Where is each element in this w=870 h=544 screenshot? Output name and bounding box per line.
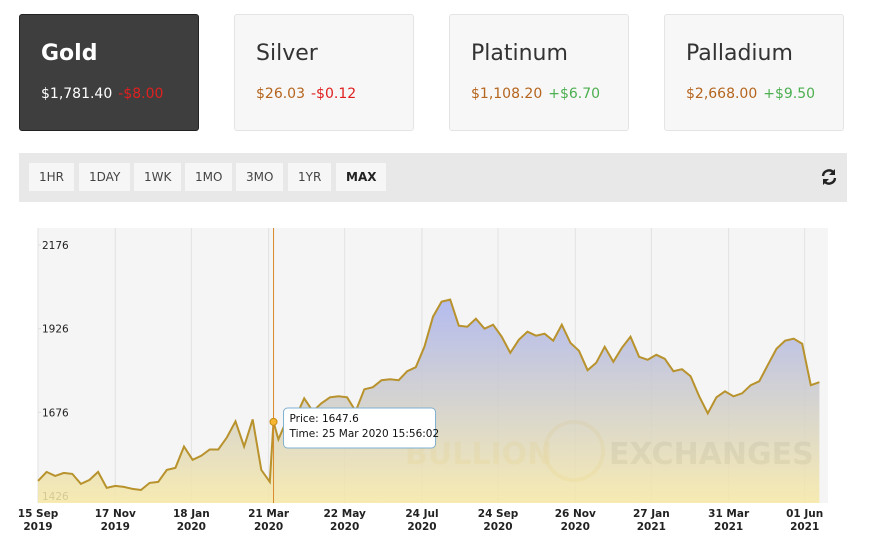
y-tick-label: 1926 [42,324,69,336]
metal-name: Gold [41,41,98,66]
x-tick-label: 2020 [407,521,436,533]
range-button[interactable]: 1MO [185,163,233,191]
area [38,299,820,503]
x-tick-label: 15 Sep [18,508,59,520]
x-tick-label: 2020 [254,521,283,533]
change: +$9.50 [763,86,816,102]
x-tick-label: 2020 [483,521,512,533]
refresh-icon[interactable] [820,168,838,186]
x-tick-label: 2020 [177,521,206,533]
x-tick-label: 17 Nov [95,508,136,520]
price: $1,108.20 [471,86,543,102]
range-bar: 1HR 1DAY 1WK 1MO 3MO 1YR MAX [19,153,847,202]
tooltip: Price: 1647.6 Time: 25 Mar 2020 15:56:02 [283,407,440,449]
tooltip-box [283,407,437,449]
metal-name: Platinum [471,41,568,66]
x-tick-label: 2021 [714,521,743,533]
range-button[interactable]: 3MO [236,163,284,191]
x-tick-label: 24 Sep [478,508,519,520]
change: -$8.00 [118,86,164,102]
y-tick-label: 1676 [42,407,69,419]
price-line: $1,781.40 -$8.00 [41,86,163,102]
x-tick-label: 2019 [23,521,52,533]
change: -$0.12 [311,86,357,102]
price-card[interactable]: Palladium $2,668.00 +$9.50 [664,14,844,131]
range-button[interactable]: 1WK [134,163,182,191]
price-line: $2,668.00 +$9.50 [686,86,815,102]
x-tick-label: 26 Nov [555,508,596,520]
x-tick-label: 2020 [561,521,590,533]
hover-point [269,417,278,426]
range-button[interactable]: MAX [336,163,387,191]
tooltip-text: Time: 25 Mar 2020 15:56:02 [289,428,440,440]
price-line: $26.03 -$0.12 [256,86,356,102]
x-tick-label: 27 Jan [633,508,670,520]
tooltip-text: Price: 1647.6 [290,413,360,425]
metal-name: Palladium [686,41,793,66]
range-button[interactable]: 1YR [288,163,332,191]
x-tick-label: 2021 [790,521,819,533]
price-line: $1,108.20 +$6.70 [471,86,600,102]
x-tick-label: 18 Jan [173,508,210,520]
x-tick-label: 31 Mar [708,508,750,520]
x-tick-label: 2019 [101,521,130,533]
range-button[interactable]: 1HR [29,163,74,191]
range-button[interactable]: 1DAY [79,163,131,191]
price-card[interactable]: Silver $26.03 -$0.12 [234,14,414,131]
price-line [37,298,820,492]
x-tick-label: 2021 [637,521,666,533]
price: $26.03 [256,86,305,102]
metal-name: Silver [256,41,318,66]
change: +$6.70 [548,86,601,102]
x-tick-label: 21 Mar [248,508,290,520]
price: $1,781.40 [41,86,113,102]
price-card[interactable]: Gold $1,781.40 -$8.00 [19,14,199,131]
price-card[interactable]: Platinum $1,108.20 +$6.70 [449,14,629,131]
x-tick-label: 2020 [330,521,359,533]
x-tick-label: 22 May [324,508,366,520]
x-tick-label: 01 Jun [786,508,823,520]
price: $2,668.00 [686,86,758,102]
x-tick-label: 24 Jul [405,508,438,520]
y-tick-label: 2176 [42,240,69,252]
